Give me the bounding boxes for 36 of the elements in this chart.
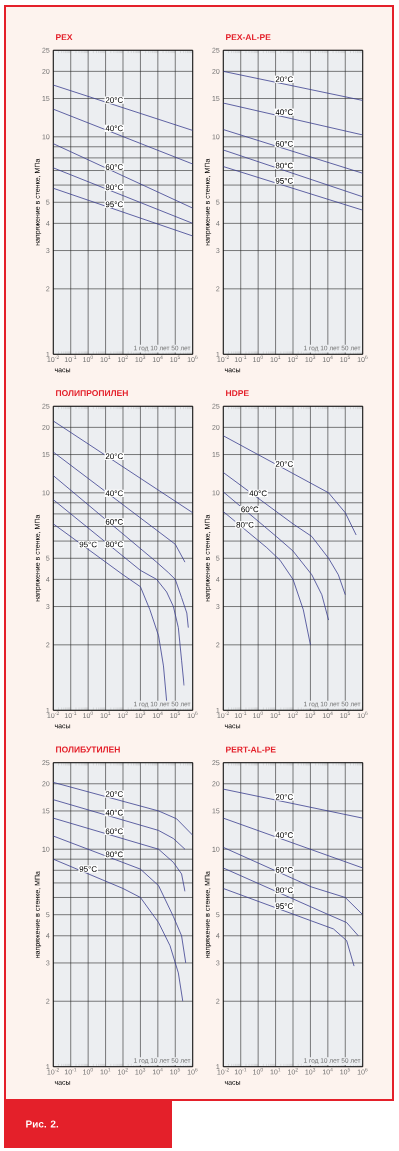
series-label: 60°C	[105, 164, 123, 170]
series-label: 20°C	[275, 794, 293, 800]
series-label: 80°C	[105, 541, 123, 548]
chart-title: PEX-AL-PE	[226, 34, 271, 41]
series-label: 80°C	[275, 162, 293, 169]
series-label: 20°C	[105, 453, 123, 460]
chart-title: PERT-AL-PE	[226, 746, 276, 753]
series-label: 20°C	[275, 76, 293, 83]
text: Рис. 2.	[26, 1120, 59, 1128]
series-label: 80°C	[105, 851, 123, 858]
chart-title: ПОЛИПРОПИЛЕН	[56, 390, 128, 397]
series-label: 80°C	[236, 521, 254, 528]
chart-title: ПОЛИБУТИЛЕН	[56, 746, 120, 753]
series-label: 60°C	[275, 867, 293, 873]
series-label: 40°C	[105, 125, 123, 132]
series-label: 40°C	[105, 490, 123, 497]
series-label: 80°C	[105, 184, 123, 191]
series-label: 95°C	[275, 177, 293, 184]
series-label: 95°C	[275, 903, 293, 909]
series-label: 60°C	[241, 506, 259, 513]
series-label: 60°C	[275, 141, 293, 147]
series-label: 40°C	[105, 809, 123, 816]
series-label: 95°C	[105, 201, 123, 208]
series-label: 20°C	[105, 791, 123, 797]
series-label: 95°C	[79, 866, 97, 872]
series-label: 60°C	[105, 828, 123, 835]
chart-title: HDPE	[226, 390, 249, 397]
series-label: 40°C	[249, 490, 267, 497]
series-label: 40°C	[275, 109, 293, 115]
series-label: 20°C	[275, 461, 293, 467]
chart-title: PEX	[56, 34, 73, 41]
series-label: 60°C	[105, 519, 123, 525]
series-label: 80°C	[275, 887, 293, 894]
series-label: 20°C	[105, 97, 123, 103]
series-label: 40°C	[275, 832, 293, 838]
series-label: 95°C	[79, 541, 97, 548]
